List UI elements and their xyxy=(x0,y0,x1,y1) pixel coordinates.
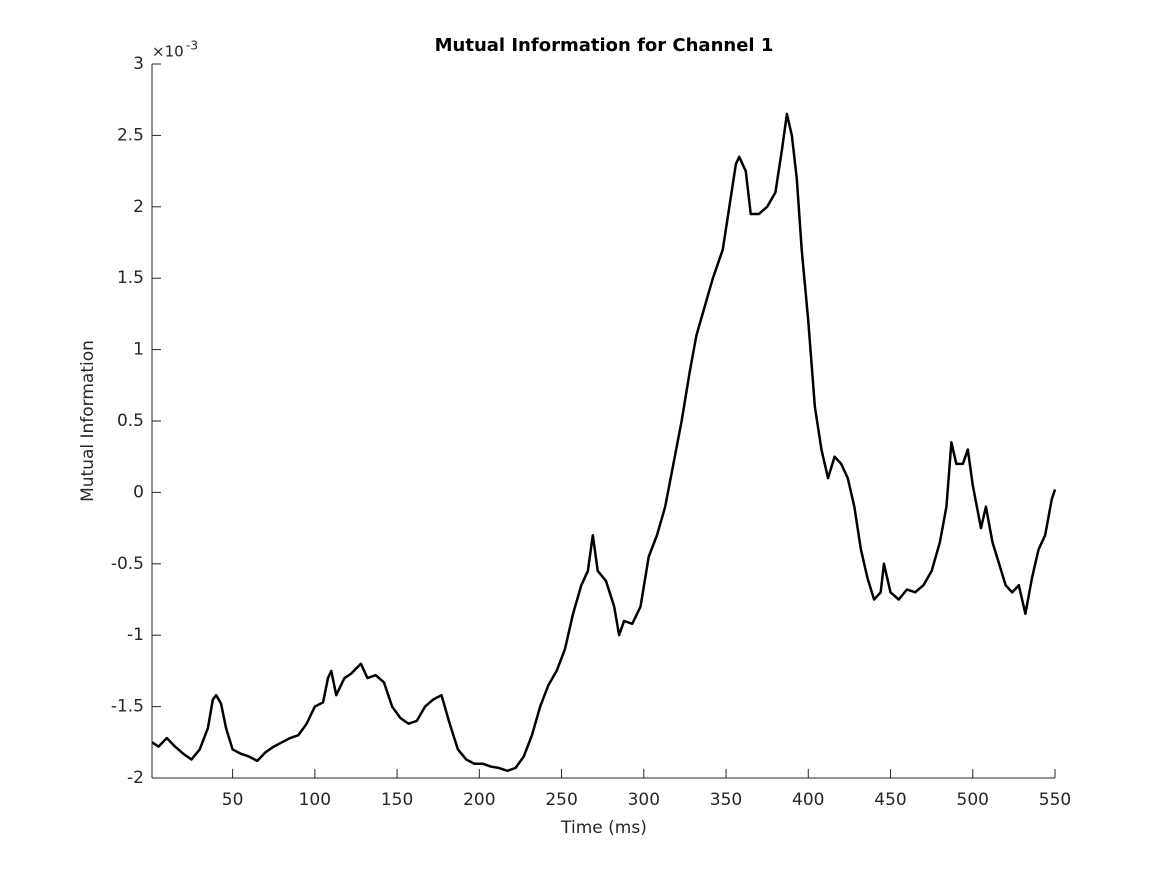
y-tick-label: -2 xyxy=(127,768,144,788)
y-tick-label: 1.5 xyxy=(117,268,144,288)
x-tick-label: 350 xyxy=(710,790,742,810)
x-tick-label: 450 xyxy=(874,790,906,810)
data-line xyxy=(151,112,1057,773)
y-tick-label: 2.5 xyxy=(117,125,144,145)
y-exponent: -3 xyxy=(186,39,198,53)
x-tick-label: 50 xyxy=(222,790,244,810)
x-tick-label: 550 xyxy=(1039,790,1071,810)
y-tick-label: 2 xyxy=(133,197,144,217)
x-tick-label: 400 xyxy=(792,790,824,810)
x-tick-label: 250 xyxy=(545,790,577,810)
x-axis-label: Time (ms) xyxy=(560,818,647,838)
x-tick-label: 150 xyxy=(381,790,413,810)
y-tick-label: 0.5 xyxy=(117,411,144,431)
x-tick-label: 200 xyxy=(463,790,495,810)
x-tick-label: 100 xyxy=(299,790,331,810)
y-tick-label: 3 xyxy=(133,54,144,74)
y-tick-label: 0 xyxy=(133,482,144,502)
y-tick-label: -1 xyxy=(127,625,144,645)
x-tick-label: 500 xyxy=(957,790,989,810)
y-tick-label: -1.5 xyxy=(111,697,144,717)
y-axis-label: Mutual Information xyxy=(78,340,98,502)
x-tick-label: 300 xyxy=(628,790,660,810)
y-exponent-base: ×10 xyxy=(152,43,184,61)
y-tick-label: -0.5 xyxy=(111,554,144,574)
y-tick-label: 1 xyxy=(133,340,144,360)
chart-title: Mutual Information for Channel 1 xyxy=(435,35,774,56)
